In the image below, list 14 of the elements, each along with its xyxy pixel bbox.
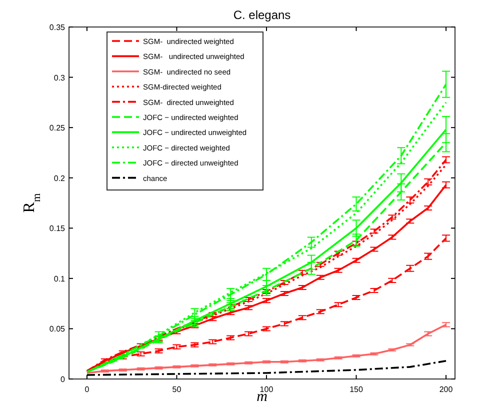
chart-title: C. elegans [233,8,291,22]
y-tick-label: 0.1 [54,274,66,284]
y-tick-label: 0.35 [49,23,66,32]
y-tick-label: 0.2 [54,174,66,183]
y-tick-label: 0.3 [54,73,66,82]
x-tick-label: 0 [84,385,90,394]
x-tick-label: 150 [350,385,364,394]
y-tick-label: 0.05 [49,324,66,334]
x-tick-label: 100 [260,385,274,394]
y-tick-label: 0.25 [49,124,66,133]
y-tick-label: 0 [60,375,66,384]
x-tick-label: 50 [172,385,182,394]
x-tick-label: 200 [439,385,454,394]
y-tick-label: 0.15 [49,224,66,234]
